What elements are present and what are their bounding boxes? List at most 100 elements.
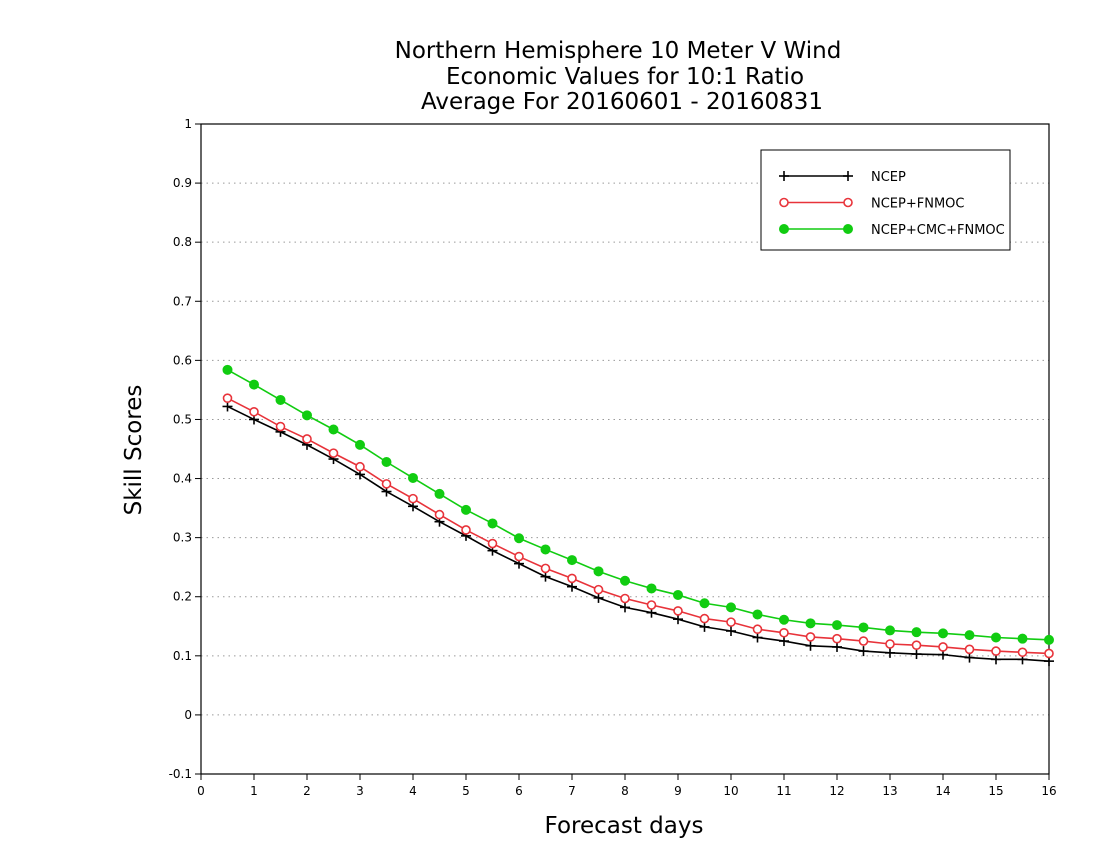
data-point (487, 518, 498, 529)
data-point (593, 566, 604, 577)
y-tick-label: -0.1 (169, 767, 192, 781)
x-tick-label: 10 (723, 784, 738, 798)
x-tick-label: 11 (776, 784, 791, 798)
series-line (227, 405, 1050, 662)
data-point (646, 583, 657, 594)
data-point (911, 640, 922, 650)
legend-label: NCEP+CMC+FNMOC (871, 223, 1005, 238)
data-point (567, 573, 577, 584)
data-point (911, 649, 922, 660)
y-tick-label: 0.2 (173, 590, 192, 604)
series-line (227, 369, 1050, 641)
data-point (434, 509, 445, 520)
series-layer (222, 364, 1054, 667)
data-point (355, 461, 365, 472)
x-tick-label: 13 (882, 784, 897, 798)
legend-marker (843, 224, 853, 234)
x-tick-label: 9 (674, 784, 682, 798)
x-tick-label: 6 (515, 784, 523, 798)
data-point (620, 602, 630, 613)
y-tick-label: 1 (184, 117, 192, 131)
data-point (593, 592, 604, 603)
data-point (408, 493, 418, 504)
data-point (805, 632, 816, 642)
legend-marker (843, 171, 853, 181)
x-tick-label: 0 (197, 784, 205, 798)
data-point (540, 571, 551, 582)
data-point (222, 364, 233, 375)
legend-marker (843, 197, 853, 208)
x-tick-label: 3 (356, 784, 364, 798)
data-point (805, 618, 816, 629)
data-point (858, 636, 869, 646)
data-point (752, 609, 763, 620)
data-point (726, 602, 736, 613)
legend-box (760, 149, 1011, 251)
data-point (461, 504, 471, 515)
axis-ticks: -0.100.10.20.30.40.50.60.70.80.910 1 2 3 4 5 6… (169, 117, 1057, 798)
data-point (991, 646, 1001, 656)
x-tick-label: 7 (568, 784, 576, 798)
y-tick-label: 0.7 (173, 294, 192, 308)
data-point (858, 646, 869, 657)
data-point (434, 488, 445, 499)
data-point (832, 633, 842, 644)
data-point (487, 538, 498, 549)
data-point (1017, 647, 1028, 658)
data-point (832, 641, 842, 652)
y-tick-label: 0.6 (173, 353, 192, 367)
data-point (779, 627, 789, 638)
data-point (222, 401, 233, 412)
grid-lines (201, 182, 1049, 716)
series-2 (222, 364, 1054, 645)
x-tick-label: 14 (935, 784, 950, 798)
data-point (381, 457, 392, 467)
data-point (540, 544, 551, 555)
legend-marker (779, 171, 789, 181)
legend-label: NCEP+FNMOC (871, 197, 964, 212)
data-point (249, 406, 259, 417)
y-tick-label: 0.4 (173, 472, 192, 486)
data-point (991, 632, 1001, 643)
data-point (514, 551, 524, 562)
data-point (885, 647, 895, 658)
y-tick-label: 0.1 (173, 649, 192, 663)
data-point (275, 421, 286, 432)
chart-title-line-1: Northern Hemisphere 10 Meter V Wind (395, 38, 842, 64)
data-point (726, 617, 736, 627)
data-point (381, 479, 392, 489)
data-point (249, 379, 259, 390)
data-point (646, 600, 657, 610)
data-point (752, 624, 763, 635)
data-point (673, 614, 683, 625)
x-tick-label: 1 (250, 784, 258, 798)
x-tick-label: 5 (462, 784, 470, 798)
data-point (885, 639, 895, 649)
data-point (328, 448, 339, 458)
data-point (355, 439, 365, 450)
x-axis-label: Forecast days (545, 813, 704, 839)
y-tick-label: 0 (184, 708, 192, 722)
data-point (540, 563, 551, 574)
data-point (275, 394, 286, 405)
data-point (1044, 648, 1054, 659)
data-point (673, 589, 683, 600)
data-point (911, 627, 922, 638)
y-tick-label: 0.8 (173, 235, 192, 249)
x-tick-label: 15 (988, 784, 1003, 798)
data-point (991, 654, 1001, 665)
x-tick-label: 8 (621, 784, 629, 798)
data-point (885, 625, 895, 636)
data-point (699, 598, 710, 609)
legend-marker (779, 224, 789, 234)
data-point (567, 555, 577, 566)
data-point (673, 606, 683, 616)
legend: NCEP NCEP+FNMOC NCEP+CMC+FNMOC (760, 149, 1011, 251)
data-point (222, 393, 233, 403)
x-tick-label: 2 (303, 784, 311, 798)
data-point (514, 533, 524, 544)
data-point (328, 424, 339, 435)
x-tick-label: 16 (1041, 784, 1056, 798)
data-point (858, 622, 869, 633)
